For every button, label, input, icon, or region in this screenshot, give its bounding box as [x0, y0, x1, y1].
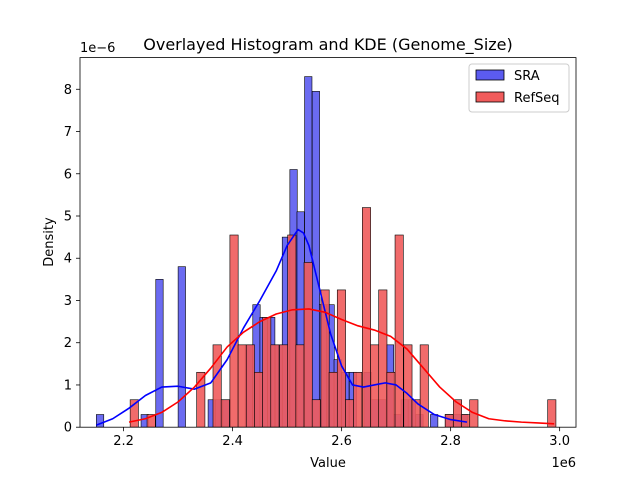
refseq-bar — [229, 234, 239, 428]
refseq-bar — [262, 317, 272, 428]
legend: SRA RefSeq — [468, 63, 570, 113]
legend-swatch-refseq — [475, 91, 505, 103]
legend-label-refseq: RefSeq — [514, 91, 560, 106]
y-tick-label: 0 — [64, 421, 72, 436]
sra-bar — [311, 91, 320, 428]
refseq-bar — [403, 344, 413, 428]
y-axis-multiplier: 1e−6 — [80, 41, 115, 56]
refseq-bar — [287, 234, 297, 428]
x-tick-label: 2.4 — [222, 434, 243, 449]
refseq-bar — [270, 344, 280, 428]
refseq-bar — [353, 371, 363, 428]
refseq-bar — [254, 371, 264, 428]
refseq-bar — [444, 414, 454, 428]
refseq-kde-line — [128, 308, 555, 425]
refseq-bar — [295, 344, 305, 428]
y-tick-label: 5 — [64, 210, 72, 225]
plot-area — [96, 76, 557, 428]
sra-kde-line — [96, 228, 468, 426]
refseq-bar — [303, 262, 313, 428]
refseq-bar — [220, 399, 230, 428]
refseq-bar — [394, 234, 404, 428]
legend-swatch-sra — [475, 69, 505, 81]
x-tick-label: 2.2 — [113, 434, 134, 449]
histogram-bars — [96, 76, 557, 428]
refseq-bar — [386, 371, 396, 428]
x-axis-label: Value — [310, 456, 346, 471]
refseq-bar — [378, 289, 388, 428]
refseq-bar — [311, 399, 321, 428]
legend-label-sra: SRA — [514, 69, 540, 84]
x-axis-multiplier: 1e6 — [551, 456, 576, 471]
x-tick-label: 3.0 — [549, 434, 570, 449]
y-tick-label: 6 — [64, 167, 72, 182]
refseq-bar — [237, 344, 247, 428]
refseq-bar — [279, 344, 289, 428]
y-tick-label: 1 — [64, 378, 72, 393]
refseq-bar — [419, 344, 429, 428]
y-tick-label: 3 — [64, 294, 72, 309]
x-tick-label: 2.6 — [331, 434, 352, 449]
y-tick-label: 7 — [64, 125, 72, 140]
kde-curves — [96, 228, 555, 426]
y-tick-label: 4 — [64, 252, 72, 267]
sra-bar — [430, 414, 439, 428]
x-tick-label: 2.8 — [440, 434, 461, 449]
refseq-bar — [362, 207, 371, 428]
y-axis-ticks: 0 1 2 3 4 5 6 7 8 — [64, 83, 80, 436]
sra-bar — [155, 279, 164, 428]
refseq-bar — [345, 399, 355, 428]
sra-bar — [177, 266, 186, 428]
y-tick-label: 2 — [64, 336, 72, 351]
axes-frame — [79, 57, 577, 428]
y-axis-label: Density — [42, 217, 57, 267]
x-axis-ticks: 2.2 2.4 2.6 2.8 3.0 — [113, 427, 570, 449]
chart-title: Overlayed Histogram and KDE (Genome_Size… — [143, 35, 513, 55]
y-tick-label: 8 — [64, 83, 72, 98]
refseq-bar — [245, 344, 255, 428]
refseq-bar — [328, 371, 338, 428]
